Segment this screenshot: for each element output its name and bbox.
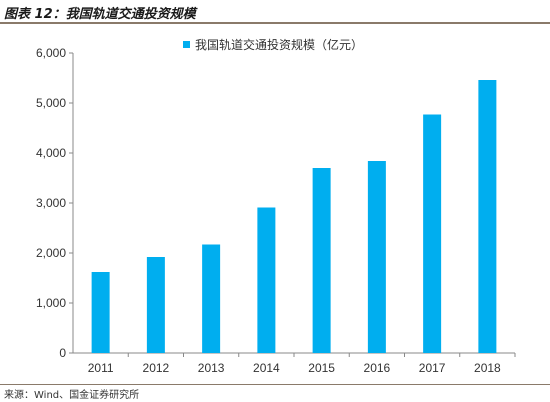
bar-2013 <box>202 244 221 353</box>
bar-2011 <box>91 272 110 353</box>
y-tick-label: 2,000 <box>36 246 66 260</box>
x-tick-label: 2017 <box>419 361 446 375</box>
chart-axes <box>69 52 516 357</box>
bar-2017 <box>423 114 442 353</box>
x-tick-label: 2013 <box>198 361 225 375</box>
x-tick-label: 2012 <box>143 361 170 375</box>
bar-2012 <box>146 257 165 353</box>
title-divider <box>0 22 550 24</box>
x-tick-label: 2014 <box>253 361 280 375</box>
chart-bars <box>91 80 497 353</box>
source-divider <box>0 384 550 385</box>
source-note: 来源：Wind、国金证券研究所 <box>4 390 140 401</box>
y-tick-label: 5,000 <box>36 96 66 110</box>
bar-2015 <box>312 168 331 353</box>
y-tick-label: 0 <box>59 346 66 360</box>
x-tick-label: 2018 <box>474 361 501 375</box>
bar-2014 <box>257 207 276 353</box>
bar-2016 <box>367 161 386 353</box>
y-tick-label: 4,000 <box>36 146 66 160</box>
chart-title: 图表 12：我国轨道交通投资规模 <box>4 7 196 22</box>
y-tick-label: 6,000 <box>36 46 66 60</box>
y-tick-label: 1,000 <box>36 296 66 310</box>
chart-legend: 我国轨道交通投资规模（亿元） <box>183 37 363 52</box>
legend-swatch <box>183 41 190 48</box>
x-tick-label: 2016 <box>364 361 391 375</box>
legend-label: 我国轨道交通投资规模（亿元） <box>195 37 363 52</box>
x-tick-label: 2011 <box>88 361 114 375</box>
bar-chart: 0 1,000 2,000 3,000 4,000 5,000 6,000 2011 2012 2… <box>36 37 516 375</box>
x-tick-label: 2015 <box>308 361 335 375</box>
y-tick-label: 3,000 <box>36 196 66 210</box>
bar-2018 <box>478 80 497 353</box>
chart-tick-labels: 0 1,000 2,000 3,000 4,000 5,000 6,000 2011 2012 2… <box>36 46 501 375</box>
